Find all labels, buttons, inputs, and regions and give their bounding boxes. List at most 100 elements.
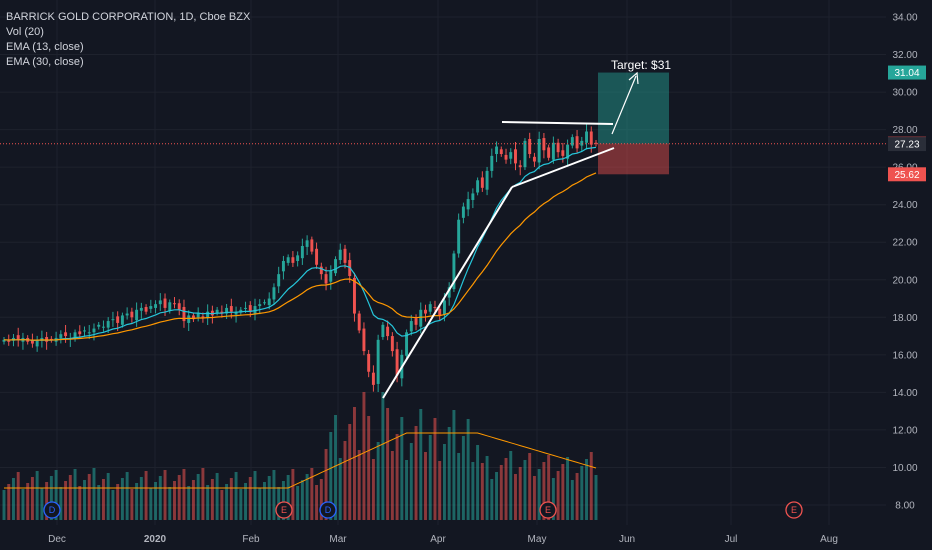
candle[interactable] [371,372,375,385]
candle[interactable] [16,335,20,340]
candle[interactable] [215,309,219,313]
candle[interactable] [310,239,314,252]
candle[interactable] [390,336,394,352]
candle[interactable] [556,142,560,153]
candle[interactable] [362,328,366,352]
candle[interactable] [476,180,480,193]
study-ema-30[interactable]: EMA (30, close) [6,56,84,68]
candle[interactable] [585,131,588,143]
candle[interactable] [182,306,186,322]
candle[interactable] [196,313,200,318]
candle[interactable] [229,306,233,312]
candle[interactable] [2,339,6,342]
target-arrow[interactable] [611,75,637,135]
candle[interactable] [329,270,333,282]
candle[interactable] [177,303,181,310]
candle[interactable] [485,170,489,190]
candle[interactable] [300,245,304,259]
candle[interactable] [277,274,281,287]
candle[interactable] [575,136,579,149]
candle[interactable] [163,298,167,308]
candle[interactable] [594,142,598,144]
candle[interactable] [433,306,437,308]
candle[interactable] [248,305,252,312]
candle[interactable] [168,302,172,311]
candle[interactable] [111,319,115,321]
candle[interactable] [64,332,68,337]
candle[interactable] [424,309,427,314]
candle[interactable] [466,199,470,210]
candle[interactable] [291,257,295,263]
candle[interactable] [352,277,356,314]
candle[interactable] [532,156,536,162]
candle[interactable] [149,306,153,309]
candle[interactable] [367,353,371,372]
candle[interactable] [59,334,63,338]
candle[interactable] [239,309,243,313]
event-marker-dividend[interactable] [43,501,61,519]
candle[interactable] [419,309,423,327]
candle[interactable] [405,332,409,356]
candle[interactable] [480,177,484,188]
candle[interactable] [92,328,96,333]
candle[interactable] [580,140,584,146]
candle[interactable] [244,307,248,309]
event-marker-earnings[interactable] [785,501,803,519]
symbol-title[interactable]: BARRICK GOLD CORPORATION, 1D, Cboe BZX [6,11,251,23]
candle[interactable] [305,240,309,247]
candle[interactable] [281,261,285,272]
candle[interactable] [561,150,565,156]
candle[interactable] [101,326,105,328]
candle[interactable] [30,339,34,344]
candle[interactable] [461,206,465,218]
candle[interactable] [139,307,143,311]
candle[interactable] [334,259,337,274]
candle[interactable] [409,321,413,332]
candle[interactable] [537,139,541,163]
candle[interactable] [471,193,475,200]
candle[interactable] [296,255,300,261]
event-marker-earnings[interactable] [275,501,293,519]
candle[interactable] [547,147,551,158]
candle[interactable] [116,316,120,323]
candle[interactable] [414,318,418,325]
candle[interactable] [173,303,176,305]
candle[interactable] [135,309,139,321]
candle[interactable] [267,298,271,306]
candle[interactable] [83,330,86,332]
candle[interactable] [381,324,385,338]
study-ema-13[interactable]: EMA (13, close) [6,41,84,53]
candle[interactable] [201,316,205,318]
candle[interactable] [258,304,262,307]
candle[interactable] [528,139,532,155]
candle[interactable] [319,266,323,275]
event-marker-dividend[interactable] [319,501,337,519]
candle[interactable] [286,257,290,263]
candle[interactable] [187,315,191,323]
stop-zone[interactable] [598,143,669,175]
candle[interactable] [499,149,503,155]
candle[interactable] [45,337,49,342]
candle[interactable] [225,307,229,314]
candle[interactable] [376,339,380,384]
candle[interactable] [158,300,162,305]
candle[interactable] [504,154,508,160]
candle[interactable] [570,137,574,146]
candle[interactable] [234,311,238,315]
candle[interactable] [343,248,347,263]
candle[interactable] [263,302,266,304]
candle[interactable] [206,311,210,319]
target-annotation[interactable]: Target: $31 [611,58,671,72]
candle[interactable] [210,310,214,316]
candle[interactable] [490,155,494,171]
candle[interactable] [125,313,129,316]
candle[interactable] [35,339,39,347]
candle[interactable] [324,274,328,284]
candle[interactable] [523,140,527,168]
candle[interactable] [514,149,517,164]
candle[interactable] [447,287,451,298]
candle[interactable] [386,326,390,337]
candle[interactable] [428,304,432,312]
candle[interactable] [7,340,11,342]
